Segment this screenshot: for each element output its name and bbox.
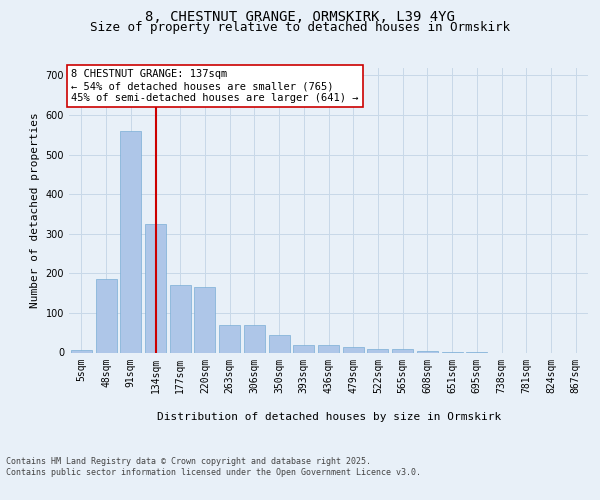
Bar [269, 334, 290, 352]
Y-axis label: Number of detached properties: Number of detached properties [30, 112, 40, 308]
Bar [343, 346, 364, 352]
Bar [194, 287, 215, 352]
Bar [120, 131, 141, 352]
Bar [71, 350, 92, 352]
Bar [318, 344, 339, 352]
Bar [170, 285, 191, 352]
Bar [367, 348, 388, 352]
Text: Contains HM Land Registry data © Crown copyright and database right 2025.
Contai: Contains HM Land Registry data © Crown c… [6, 458, 421, 477]
Text: 8, CHESTNUT GRANGE, ORMSKIRK, L39 4YG: 8, CHESTNUT GRANGE, ORMSKIRK, L39 4YG [145, 10, 455, 24]
Bar [392, 348, 413, 352]
Bar [293, 344, 314, 352]
Text: Distribution of detached houses by size in Ormskirk: Distribution of detached houses by size … [157, 412, 501, 422]
Bar [219, 325, 240, 352]
Bar [244, 325, 265, 352]
Bar [145, 224, 166, 352]
Bar [95, 280, 116, 352]
Text: 8 CHESTNUT GRANGE: 137sqm
← 54% of detached houses are smaller (765)
45% of semi: 8 CHESTNUT GRANGE: 137sqm ← 54% of detac… [71, 70, 359, 102]
Text: Size of property relative to detached houses in Ormskirk: Size of property relative to detached ho… [90, 21, 510, 34]
